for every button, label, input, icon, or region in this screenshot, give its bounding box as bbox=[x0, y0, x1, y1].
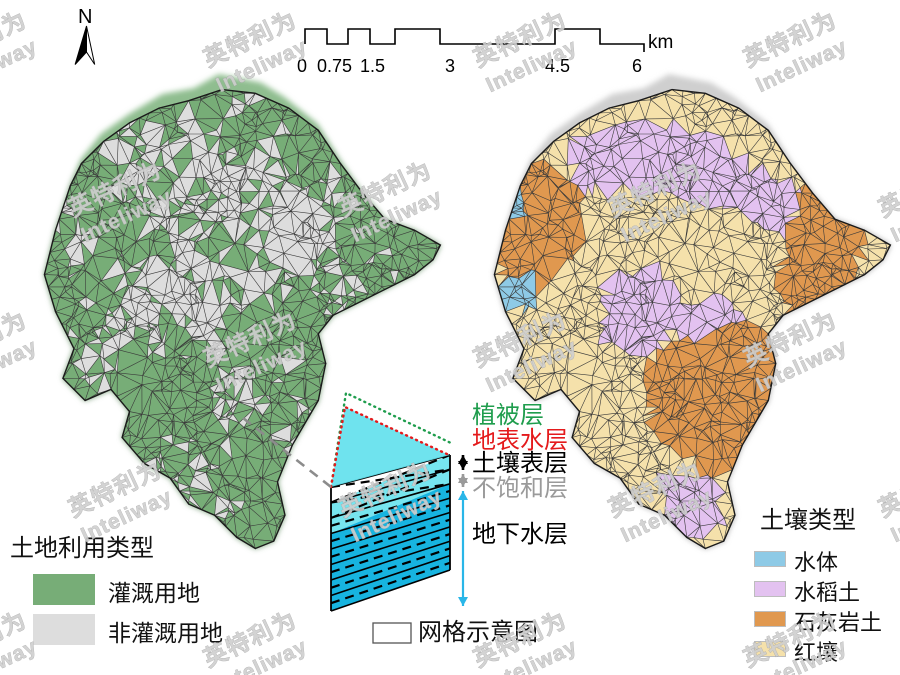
svg-text:1.5: 1.5 bbox=[360, 56, 385, 76]
svg-text:3: 3 bbox=[445, 56, 455, 76]
svg-text:地下水层: 地下水层 bbox=[472, 521, 568, 548]
svg-text:0: 0 bbox=[297, 56, 307, 76]
svg-text:km: km bbox=[648, 32, 673, 53]
svg-text:土壤表层: 土壤表层 bbox=[472, 450, 568, 477]
svg-text:4.5: 4.5 bbox=[545, 56, 570, 76]
svg-text:不饱和层: 不饱和层 bbox=[472, 475, 568, 502]
svg-text:6: 6 bbox=[632, 56, 642, 76]
svg-text:植被层: 植被层 bbox=[472, 402, 544, 429]
svg-text:Inteliway: Inteliway bbox=[213, 635, 311, 675]
svg-text:英特利为: 英特利为 bbox=[0, 606, 31, 672]
svg-text:N: N bbox=[78, 8, 92, 28]
svg-text:0.75: 0.75 bbox=[317, 56, 352, 76]
